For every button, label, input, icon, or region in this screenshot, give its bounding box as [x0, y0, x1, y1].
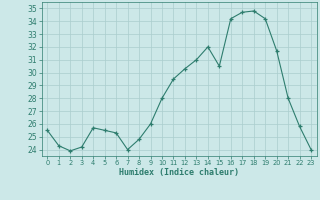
X-axis label: Humidex (Indice chaleur): Humidex (Indice chaleur)	[119, 168, 239, 177]
